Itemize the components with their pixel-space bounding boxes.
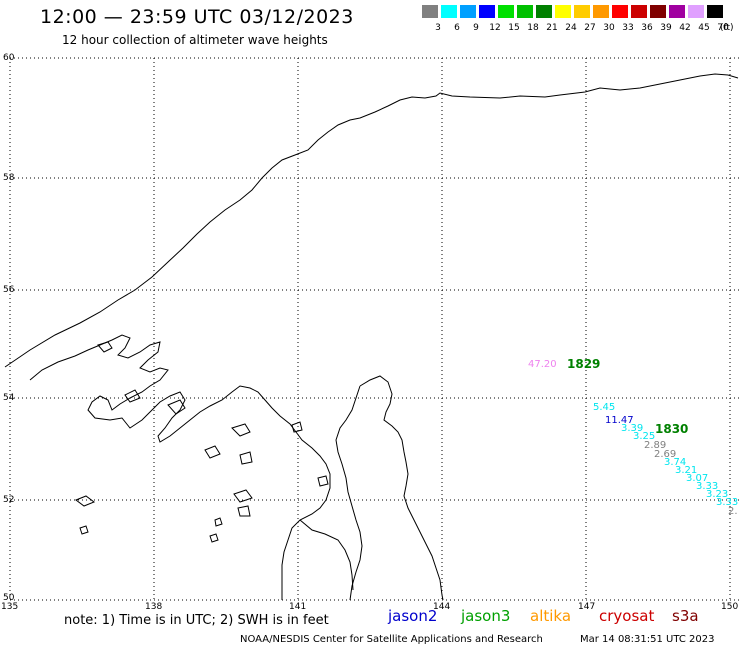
lat-label: 56	[3, 285, 15, 295]
scale-swatch	[593, 5, 609, 18]
scale-label: 39	[660, 23, 672, 33]
wave-height-value: 3.07	[686, 473, 709, 484]
satellite-cryosat: cryosat	[599, 607, 655, 625]
scale-label: 24	[565, 23, 577, 33]
wave-height-value: 11.47	[605, 415, 634, 426]
scale-label: 6	[454, 23, 460, 33]
lon-label: 135	[1, 602, 19, 612]
footnote: note: 1) Time is in UTC; 2) SWH is in fe…	[64, 613, 329, 628]
scale-label: 42	[679, 23, 691, 33]
scale-swatch	[498, 5, 514, 18]
scale-label: 36	[641, 23, 653, 33]
lat-label: 50	[3, 593, 15, 603]
wave-height-value: 3.21	[675, 465, 698, 476]
lat-label: 58	[3, 173, 15, 183]
lat-label: 52	[3, 495, 15, 505]
generation-timestamp: Mar 14 08:31:51 UTC 2023	[580, 634, 715, 645]
scale-label: 18	[527, 23, 539, 33]
scale-label: 27	[584, 23, 596, 33]
scale-label: 70	[717, 23, 729, 33]
scale-swatch	[631, 5, 647, 18]
lon-label: 147	[578, 602, 596, 612]
wave-height-value: 3.23	[706, 489, 729, 500]
scale-label: 45	[698, 23, 710, 33]
scale-swatch	[688, 5, 704, 18]
lon-label: 150	[721, 602, 739, 612]
lon-label: 144	[433, 602, 451, 612]
graticule	[9, 57, 740, 601]
coastline	[4, 73, 739, 601]
scale-swatch	[422, 5, 438, 18]
map-subtitle: 12 hour collection of altimeter wave hei…	[62, 33, 328, 47]
scale-label: 3	[435, 23, 441, 33]
scale-swatch	[707, 5, 723, 18]
scale-swatch	[669, 5, 685, 18]
map-title: 12:00 — 23:59 UTC 03/12/2023	[40, 6, 354, 28]
wave-height-value: 47.20	[528, 359, 557, 370]
scale-swatch	[479, 5, 495, 18]
satellite-altika: altika	[530, 607, 572, 625]
wave-height-value: 2.	[728, 506, 738, 517]
lat-label: 54	[3, 393, 15, 403]
scale-unit: (ft)	[720, 23, 734, 33]
wave-height-value: 2.89	[644, 440, 667, 451]
scale-label: 9	[473, 23, 479, 33]
wave-height-value: 3.33	[716, 497, 739, 508]
time-mark: 1830	[655, 422, 689, 436]
wave-height-value: 3.74	[664, 457, 687, 468]
wave-height-value: 3.25	[633, 431, 656, 442]
time-mark: 1829	[567, 357, 601, 371]
lon-label: 141	[289, 602, 307, 612]
lat-label: 60	[3, 53, 15, 63]
scale-swatch	[574, 5, 590, 18]
scale-label: 21	[546, 23, 558, 33]
scale-label: 12	[489, 23, 501, 33]
scale-label: 30	[603, 23, 615, 33]
wave-height-value: 3.33	[696, 481, 719, 492]
scale-swatch	[441, 5, 457, 18]
wave-height-value: 2.69	[654, 449, 677, 460]
scale-swatch	[536, 5, 552, 18]
lon-label: 138	[145, 602, 163, 612]
satellite-jason3: jason3	[461, 607, 511, 625]
wave-height-value: 3.39	[621, 423, 644, 434]
satellite-jason2: jason2	[388, 607, 438, 625]
scale-swatch	[650, 5, 666, 18]
credit-line: NOAA/NESDIS Center for Satellite Applica…	[240, 634, 543, 645]
wave-height-value: 5.45	[593, 402, 616, 413]
scale-label: 33	[622, 23, 634, 33]
scale-swatch	[612, 5, 628, 18]
scale-swatch	[517, 5, 533, 18]
scale-swatch	[460, 5, 476, 18]
scale-label: 15	[508, 23, 520, 33]
satellite-s3a: s3a	[672, 607, 699, 625]
scale-swatch	[555, 5, 571, 18]
